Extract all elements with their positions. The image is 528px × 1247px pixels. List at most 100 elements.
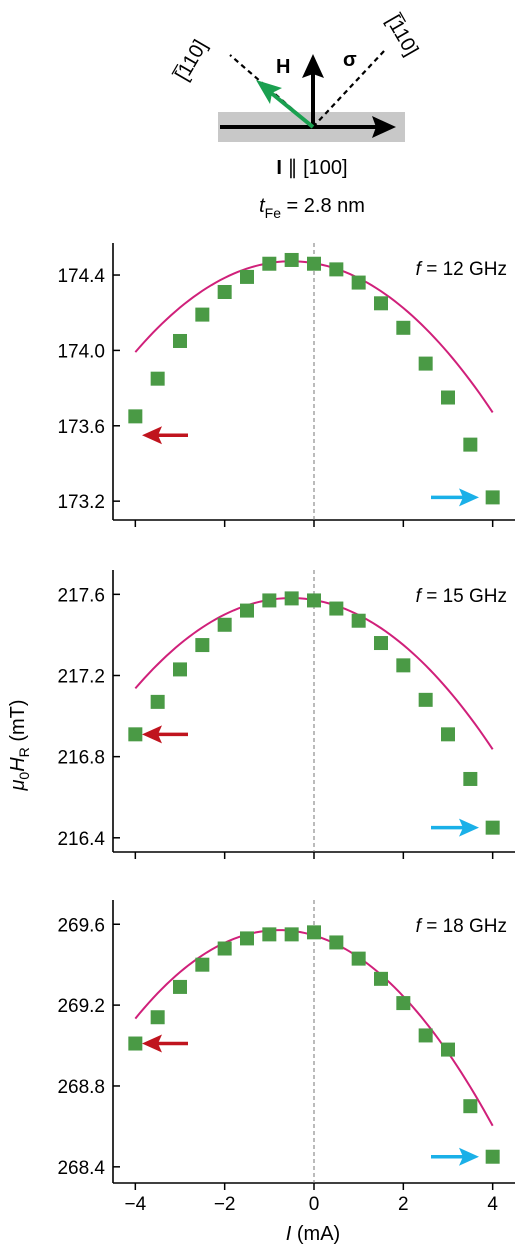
- data-point: [150, 1010, 165, 1025]
- data-point: [128, 409, 143, 424]
- dir-label-right: [̅110]: [381, 11, 423, 60]
- arrow-head: [459, 818, 479, 837]
- data-point: [396, 320, 411, 335]
- data-point: [128, 1036, 143, 1051]
- y-axis-title: μ0HR (mT): [7, 699, 32, 791]
- y-tick-label: 216.8: [57, 748, 105, 769]
- data-point: [307, 256, 321, 271]
- y-tick-label: 217.6: [57, 585, 105, 606]
- data-point: [173, 662, 187, 677]
- arrow-head: [459, 1147, 479, 1166]
- data-point: [240, 269, 254, 284]
- data-point: [150, 694, 165, 709]
- data-point: [217, 941, 232, 956]
- data-point: [262, 256, 277, 271]
- data-point: [128, 727, 143, 742]
- x-tick-label: 2: [398, 1194, 409, 1215]
- data-point: [441, 727, 455, 742]
- frequency-label: f = 15 GHz: [416, 586, 507, 607]
- y-tick-label: 174.0: [57, 341, 105, 362]
- data-point: [441, 1042, 455, 1057]
- y-tick-label: 174.4: [57, 266, 105, 287]
- data-point: [195, 307, 210, 322]
- y-tick-label: 217.2: [57, 666, 105, 687]
- data-point: [418, 692, 433, 707]
- schematic-diagram: [̅110] [̅110] H σ I ∥ [100] tFe = 2.8 nm: [170, 11, 423, 221]
- data-point: [307, 925, 321, 940]
- sigma-label: σ: [343, 49, 357, 71]
- current-direction-label: I ∥ [100]: [276, 157, 347, 179]
- data-point: [240, 931, 254, 946]
- data-point: [441, 390, 455, 405]
- data-point: [240, 603, 254, 618]
- h-field-label: H: [276, 56, 290, 78]
- arrow-head: [142, 426, 162, 445]
- vertical-arrowhead-icon: [302, 54, 324, 78]
- current-arrowhead-icon: [372, 116, 396, 138]
- sweep-right-arrow-icon: [431, 818, 479, 837]
- data-point: [485, 1149, 500, 1164]
- arrow-head: [142, 725, 162, 744]
- data-point: [173, 979, 187, 994]
- data-point: [396, 996, 411, 1011]
- x-tick-label: −4: [124, 1194, 146, 1215]
- y-tick-label: 173.2: [57, 492, 105, 513]
- chart-panel-2: 216.4 216.8 217.2 217.6 f = 15 GHz: [57, 570, 515, 859]
- data-point: [374, 296, 388, 311]
- data-point: [418, 356, 433, 371]
- data-point: [351, 951, 366, 966]
- data-point: [374, 971, 388, 986]
- data-point: [195, 957, 210, 972]
- data-point: [351, 275, 366, 290]
- y-tick-label: 216.4: [57, 829, 105, 850]
- data-point: [396, 658, 411, 673]
- h-field-arrowhead-icon: [256, 80, 282, 104]
- data-point: [307, 593, 321, 608]
- data-point: [418, 1028, 433, 1043]
- h-field-arrow: [268, 90, 315, 129]
- chart-panel-3: 268.4 268.8 269.2 269.6 −4 −2 0 2 4 f = 18 GHz: [57, 900, 515, 1215]
- arrow-head: [142, 1034, 162, 1053]
- y-tick-label: 173.6: [57, 417, 105, 438]
- y-tick-label: 268.8: [57, 1077, 105, 1098]
- data-point: [485, 490, 500, 505]
- data-point: [284, 252, 299, 267]
- data-point: [463, 771, 478, 786]
- x-tick-label: 4: [487, 1194, 498, 1215]
- data-point: [463, 437, 478, 452]
- dir-label-left: [̅110]: [170, 36, 212, 85]
- y-tick-label: 268.4: [57, 1158, 105, 1179]
- sweep-left-arrow-icon: [142, 426, 188, 445]
- data-point: [284, 591, 299, 606]
- charts: 173.2 173.6 174.0 174.4 f = 12 GHz 216.4 216.8…: [57, 243, 515, 1215]
- data-point: [351, 613, 366, 628]
- frequency-label: f = 12 GHz: [416, 259, 507, 280]
- sweep-right-arrow-icon: [431, 1147, 479, 1166]
- data-point: [485, 820, 500, 835]
- data-point: [217, 284, 232, 299]
- x-tick-label: −2: [214, 1194, 236, 1215]
- arrow-head: [459, 488, 479, 507]
- thickness-label: tFe = 2.8 nm: [259, 195, 365, 221]
- chart-panel-1: 173.2 173.6 174.0 174.4 f = 12 GHz: [57, 243, 515, 527]
- frequency-label: f = 18 GHz: [416, 916, 507, 937]
- data-point: [150, 371, 165, 386]
- x-tick-label: 0: [309, 1194, 320, 1215]
- y-tick-label: 269.6: [57, 915, 105, 936]
- data-point: [195, 638, 210, 653]
- sweep-left-arrow-icon: [142, 725, 188, 744]
- data-point: [329, 935, 344, 950]
- sweep-left-arrow-icon: [142, 1034, 188, 1053]
- data-point: [329, 262, 344, 277]
- y-tick-label: 269.2: [57, 996, 105, 1017]
- data-point: [329, 601, 344, 616]
- sweep-right-arrow-icon: [431, 488, 479, 507]
- data-point: [284, 927, 299, 942]
- data-point: [463, 1099, 478, 1114]
- data-point: [374, 636, 388, 651]
- x-axis-title: I (mA): [286, 1223, 340, 1245]
- data-point: [262, 593, 277, 608]
- data-point: [217, 617, 232, 632]
- data-point: [173, 333, 187, 348]
